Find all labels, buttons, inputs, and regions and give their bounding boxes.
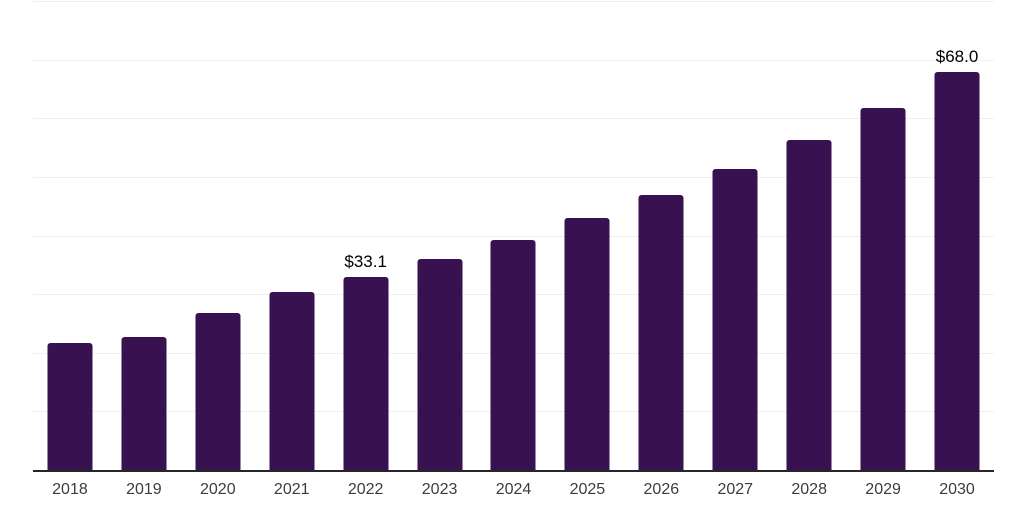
bar-2025 (564, 218, 610, 471)
bar-band-2021 (255, 0, 329, 471)
bars-container: $33.1 $68.0 (33, 0, 994, 471)
x-axis-tick-label-2023: 2023 (421, 481, 458, 498)
bar-2023 (417, 258, 463, 471)
x-axis-tick-label-2018: 2018 (52, 481, 88, 498)
bar-2022 (343, 277, 389, 471)
gridline (33, 235, 994, 237)
plot-area: $33.1 $68.0 (33, 0, 994, 472)
bar-2030 (934, 72, 980, 471)
bar-band-2030: $68.0 (920, 0, 994, 471)
x-axis-tick-label-2030: 2030 (939, 481, 975, 498)
x-axis-tick-label-2028: 2028 (791, 481, 827, 498)
bar-band-2019 (107, 0, 181, 471)
bar-band-2018 (33, 0, 107, 471)
bar-2019 (121, 336, 167, 471)
bar-2026 (638, 194, 684, 471)
gridline (33, 59, 994, 61)
bar-band-2024 (477, 0, 551, 471)
x-axis-tick-label-2025: 2025 (569, 481, 606, 498)
bar-2020 (195, 313, 241, 471)
x-axis-tick-label-2019: 2019 (126, 481, 162, 498)
bar-value-label-2030: $68.0 (935, 47, 979, 67)
x-axis-tick-label-2027: 2027 (717, 481, 754, 498)
bar-2024 (490, 240, 536, 471)
gridline (33, 1, 994, 2)
x-axis-tick-label-2021: 2021 (273, 481, 310, 498)
bar-band-2025 (550, 0, 624, 471)
bar-band-2026 (624, 0, 698, 471)
gridline (33, 118, 994, 120)
x-axis-tick-label-2020: 2020 (200, 481, 236, 498)
x-axis-tick-labels: 2018 2019 2020 2021 2022 2023 2024 2025 2026 2027… (33, 482, 994, 498)
x-axis-tick-label-2026: 2026 (643, 481, 680, 498)
bar-2021 (269, 291, 315, 471)
bar-value-label-2022: $33.1 (344, 251, 387, 271)
bar-band-2029 (846, 0, 920, 471)
bar-2027 (712, 169, 758, 471)
bar-2018 (47, 342, 93, 471)
bar-band-2023 (403, 0, 477, 471)
bar-2028 (786, 139, 832, 471)
bar-band-2020 (181, 0, 255, 471)
x-axis-tick-label-2024: 2024 (495, 481, 532, 498)
x-axis-line (33, 470, 994, 472)
gridline (33, 176, 994, 178)
x-axis-tick-label-2029: 2029 (865, 481, 901, 498)
x-axis-tick-label-2022: 2022 (347, 481, 384, 498)
bar-band-2022: $33.1 (329, 0, 403, 471)
bar-band-2027 (698, 0, 772, 471)
bar-band-2028 (772, 0, 846, 471)
bar-2029 (860, 108, 906, 471)
